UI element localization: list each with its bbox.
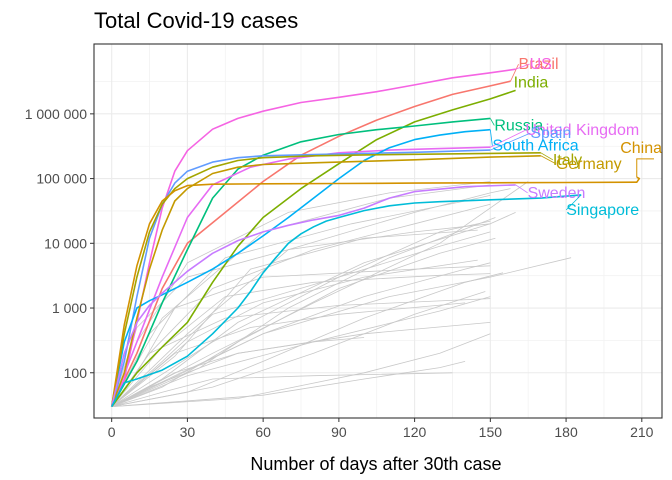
background-series-line	[111, 212, 516, 407]
x-tick-label: 60	[255, 424, 271, 440]
series-line	[110, 152, 541, 407]
background-series-line	[111, 361, 466, 407]
series-label: Brazil	[519, 56, 559, 73]
axis-layer: 0 30 60 90 120 150 180 210 100 1 000 10 000 100 000…	[25, 43, 663, 440]
label-leader-line	[515, 63, 530, 70]
x-tick-label: 90	[331, 424, 347, 440]
background-series-line	[111, 217, 496, 407]
series-line	[110, 184, 516, 407]
x-tick-label: 0	[108, 424, 116, 440]
background-series-layer	[111, 181, 572, 407]
background-series-line	[111, 262, 491, 407]
y-tick-label: 1 000 000	[25, 106, 87, 122]
series-label: United Kingdom	[525, 122, 639, 139]
grid-layer	[94, 44, 662, 418]
label-leader-line	[515, 184, 528, 194]
x-tick-label: 30	[180, 424, 196, 440]
background-series-line	[111, 181, 529, 407]
background-series-line	[111, 372, 453, 407]
y-tick-label: 1 000	[52, 300, 87, 316]
chart-title: Total Covid-19 cases	[94, 8, 299, 33]
label-leader-line	[636, 158, 654, 178]
series-label: China	[620, 140, 662, 157]
background-series-line	[111, 188, 511, 407]
label-leader-line	[510, 63, 519, 82]
background-series-line	[111, 231, 491, 407]
series-label: South Africa	[492, 138, 578, 155]
plot-border	[93, 43, 663, 419]
x-axis-title: Number of days after 30th case	[250, 454, 501, 474]
background-series-line	[111, 257, 572, 407]
series-line	[111, 89, 516, 408]
y-tick-label: 10 000	[44, 235, 87, 251]
label-leader-line	[540, 155, 557, 165]
x-tick-label: 150	[479, 424, 503, 440]
series-line	[110, 155, 541, 407]
x-tick-label: 120	[403, 424, 427, 440]
x-tick-label: 210	[630, 424, 654, 440]
background-series-line	[111, 302, 466, 407]
series-line	[110, 194, 582, 407]
background-series-line	[111, 273, 491, 407]
background-series-line	[111, 296, 491, 407]
series-line	[110, 128, 491, 407]
background-series-line	[111, 333, 491, 407]
background-series-line	[111, 291, 486, 407]
series-label: Germany	[556, 156, 622, 173]
label-leader-line	[540, 152, 554, 161]
y-tick-label: 100	[64, 365, 88, 381]
label-leader-line	[489, 129, 493, 146]
label-leader-line	[490, 132, 531, 151]
series-layer	[110, 68, 641, 408]
x-tick-label: 180	[554, 424, 578, 440]
series-label: Spain	[530, 125, 571, 142]
label-leader-line	[490, 129, 526, 148]
background-series-line	[111, 220, 491, 407]
label-leader-line	[565, 194, 582, 211]
y-tick-label: 100 000	[36, 171, 87, 187]
series-label: Singapore	[566, 202, 639, 219]
series-label: India	[514, 74, 549, 91]
series-label: Sweden	[528, 185, 586, 202]
background-series-line	[111, 298, 491, 407]
series-label: Russia	[494, 117, 543, 134]
label-leader-line	[489, 118, 495, 126]
series-line	[110, 149, 491, 407]
series-line	[110, 176, 641, 407]
series-label: US	[530, 56, 552, 73]
series-label: Italy	[553, 152, 582, 169]
plot-panel	[94, 44, 662, 418]
